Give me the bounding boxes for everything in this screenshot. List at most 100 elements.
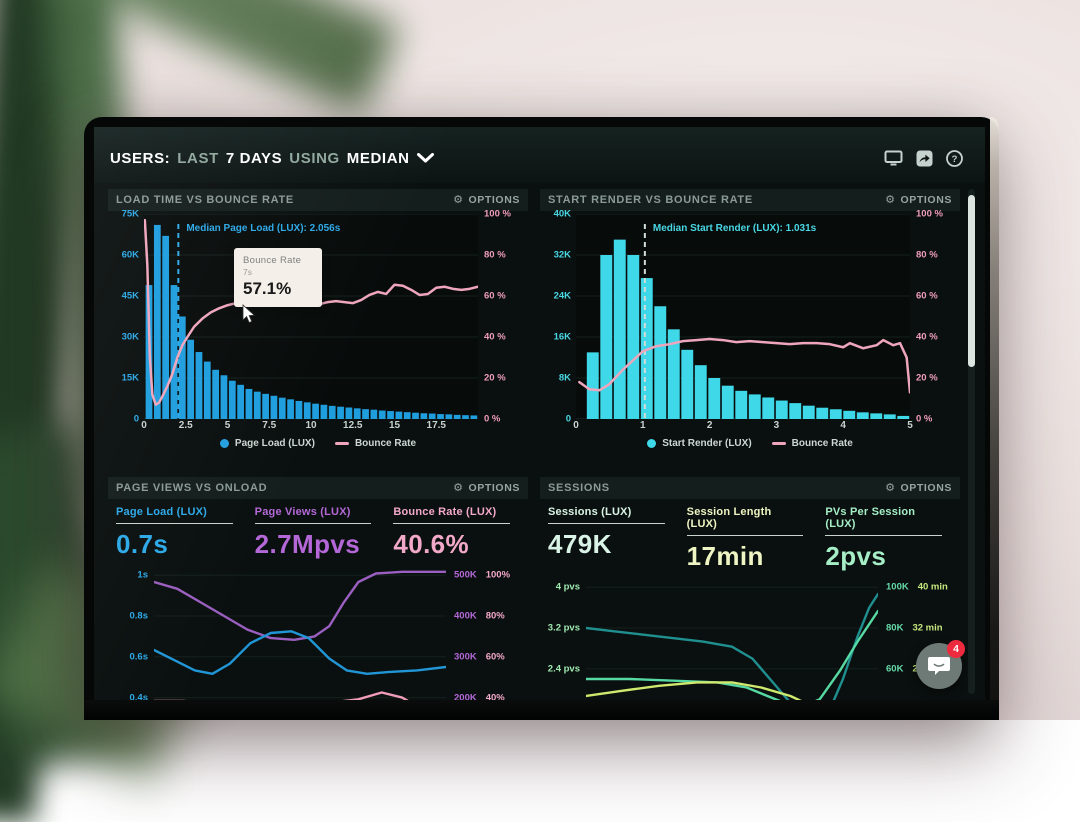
axis-tick: 15 <box>388 420 401 431</box>
series-line <box>152 630 448 676</box>
axis-tick: 0 <box>573 420 579 431</box>
axis-tick: 100% <box>485 569 511 581</box>
axis-tick: 60 % <box>916 290 938 302</box>
axis-tick: 5 <box>224 420 231 431</box>
metric-value: 17min <box>686 541 764 571</box>
axis-tick: 2.4 pvs <box>547 663 580 675</box>
axis-tick: 24K <box>553 290 571 302</box>
axis-tick: 12.5 <box>343 420 363 431</box>
axis-tick: 60K <box>121 249 139 261</box>
page-views-right-axis: 500K 100% 400K 80% 300K 60% 200K 40% <box>446 565 528 700</box>
chat-bubble-icon <box>928 657 950 675</box>
panel-load-time: LOAD TIME VS BOUNCE RATE ⚙ OPTIONS 75K 60… <box>108 189 528 453</box>
axis-tick: 80 % <box>916 249 938 261</box>
panel-title: LOAD TIME VS BOUNCE RATE <box>116 194 294 206</box>
axis-tick: 2 <box>706 420 713 431</box>
chat-button[interactable]: 4 <box>916 640 965 689</box>
legend-item[interactable]: Page Load (LUX) <box>219 438 315 449</box>
axis-tick: 15K <box>121 372 139 384</box>
metric-session-length: Session Length (LUX) 17min <box>686 506 816 572</box>
axis-tick-row: 80K 32 min <box>886 623 943 634</box>
start-render-plot: Median Start Render (LUX): 1.031s <box>576 213 912 420</box>
axis-tick: 0 % <box>484 413 501 425</box>
panel-load-time-header: LOAD TIME VS BOUNCE RATE ⚙ OPTIONS <box>108 189 528 211</box>
mouse-cursor <box>242 304 256 324</box>
axis-tick: 100 % <box>484 208 511 220</box>
start-render-hist: Median Start Render (LUX): 1.031s <box>576 213 912 420</box>
load-time-left-axis: 75K 60K 45K 30K 15K 0 <box>108 209 144 425</box>
start-render-right-axis: 100 % 80 % 60 % 40 % 20 % 0 % <box>910 209 960 425</box>
series-line <box>153 691 409 700</box>
median-label: Median Page Load (LUX): 2.056s <box>186 223 340 234</box>
legend-item[interactable]: Bounce Rate <box>334 438 416 449</box>
page-views-metrics: Page Load (LUX) 0.7s Page Views (LUX) 2.… <box>108 499 528 560</box>
axis-tick: 0 <box>141 420 147 431</box>
axis-tick: 17.5 <box>426 420 446 431</box>
tooltip-subtitle: 7s <box>243 267 252 277</box>
axis-tick: 60K <box>886 663 904 675</box>
axis-tick: 0.6s <box>129 651 149 663</box>
start-render-hist-bars <box>586 239 910 419</box>
series-line <box>584 681 802 700</box>
axis-tick: 0 <box>133 413 139 425</box>
title-last: LAST <box>177 149 219 167</box>
panel-sessions: SESSIONS ⚙ OPTIONS Sessions (LUX) 479K S… <box>540 477 960 700</box>
axis-tick: 5 <box>907 420 913 431</box>
axis-tick: 40 min <box>917 581 948 593</box>
load-time-x-axis: 0 2.5 5 7.5 10 12.5 15 17.5 <box>141 419 478 434</box>
axis-tick: 0 % <box>916 413 933 425</box>
axis-tick: 200K <box>454 692 477 700</box>
axis-tick: 100K <box>886 581 909 593</box>
start-render-x-axis: 0 1 2 3 4 5 <box>573 419 913 434</box>
axis-tick: 10 <box>305 420 317 431</box>
metric-label: Session Length (LUX) <box>686 506 804 536</box>
header-icons: ? <box>884 149 963 167</box>
bounce-rate-line <box>578 337 912 394</box>
gear-icon: ⚙ <box>453 193 464 206</box>
axis-tick: 30K <box>121 331 139 343</box>
scrollbar-track <box>968 189 975 694</box>
metric-label: Page Views (LUX) <box>254 506 372 524</box>
options-button[interactable]: ⚙ OPTIONS <box>885 482 952 494</box>
axis-tick: 8K <box>558 372 571 384</box>
metric-value: 40.6% <box>393 529 470 559</box>
axis-tick: 1 <box>640 420 646 431</box>
axis-tick: 20 % <box>484 372 506 384</box>
legend-item[interactable]: Start Render (LUX) <box>647 438 752 449</box>
axis-tick: 40K <box>553 208 571 220</box>
title-using: USING <box>289 149 340 167</box>
metric-label: PVs Per Session (LUX) <box>825 506 943 536</box>
axis-tick: 80K <box>886 622 904 634</box>
legend-item[interactable]: Bounce Rate <box>771 438 853 449</box>
metric-page-load: Page Load (LUX) 0.7s <box>116 506 245 560</box>
axis-tick-row: 300K 60% <box>454 651 505 662</box>
panel-title: SESSIONS <box>548 482 610 494</box>
start-render-left-axis: 40K 32K 24K 16K 8K 0 <box>540 209 576 425</box>
options-button[interactable]: ⚙ OPTIONS <box>885 194 952 206</box>
metric-label: Sessions (LUX) <box>548 506 665 524</box>
scrollbar-thumb[interactable] <box>968 195 975 367</box>
axis-tick: 32K <box>553 249 571 261</box>
display-icon[interactable] <box>884 150 903 166</box>
help-icon[interactable]: ? <box>946 149 963 167</box>
axis-tick: 500K <box>454 569 477 581</box>
axis-tick: 60% <box>485 651 505 663</box>
load-time-hist: Median Page Load (LUX): 2.056s <box>143 213 480 420</box>
dashboard-screen: USERS: LAST 7 DAYS USING MEDIAN <box>94 127 985 700</box>
gear-icon: ⚙ <box>885 193 896 206</box>
panel-page-views: PAGE VIEWS VS ONLOAD ⚙ OPTIONS Page Load… <box>108 477 528 700</box>
share-icon[interactable] <box>916 150 933 167</box>
axis-tick: 32 min <box>912 622 943 634</box>
axis-tick: 60 % <box>484 290 506 302</box>
panel-title: PAGE VIEWS VS ONLOAD <box>116 482 268 494</box>
gear-icon: ⚙ <box>453 481 464 494</box>
options-button[interactable]: ⚙ OPTIONS <box>453 482 520 494</box>
options-button[interactable]: ⚙ OPTIONS <box>453 194 520 206</box>
axis-tick: 40 % <box>484 331 506 343</box>
chevron-down-icon <box>416 153 434 163</box>
date-range-dropdown[interactable]: USERS: LAST 7 DAYS USING MEDIAN <box>110 150 434 167</box>
panel-title: START RENDER VS BOUNCE RATE <box>548 194 753 206</box>
axis-tick: 3 <box>773 420 780 431</box>
axis-tick-row: 100K 40 min <box>886 582 948 593</box>
